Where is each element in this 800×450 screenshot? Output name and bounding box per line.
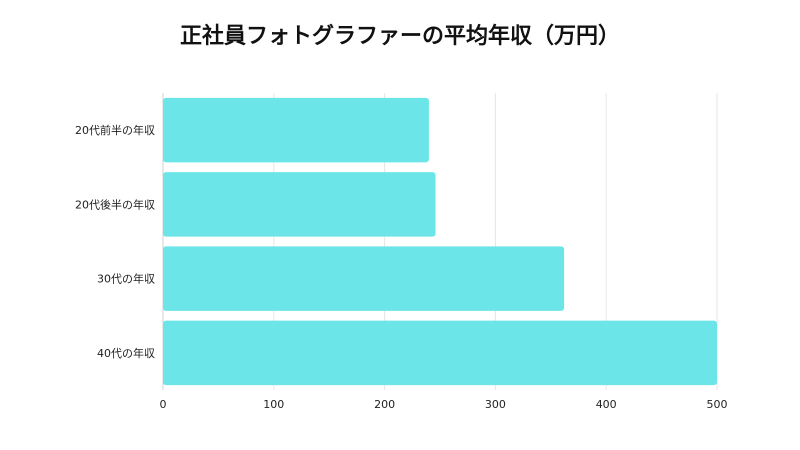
category-label: 30代の年収 <box>97 272 155 286</box>
x-tick-label: 300 <box>485 398 506 411</box>
chart-title: 正社員フォトグラファーの平均年収（万円） <box>179 24 620 49</box>
x-tick-label: 400 <box>596 398 617 411</box>
bar-1 <box>163 97 429 163</box>
bars <box>163 97 717 386</box>
category-label: 20代前半の年収 <box>75 123 155 137</box>
x-tick-label: 200 <box>374 398 395 411</box>
category-labels: 20代前半の年収 20代後半の年収 30代の年収 40代の年収 <box>75 123 155 360</box>
x-tick-label: 500 <box>707 398 728 411</box>
x-tick-label: 0 <box>160 398 167 411</box>
category-label: 40代の年収 <box>97 346 155 360</box>
bar-2 <box>163 172 436 237</box>
bar-4 <box>163 320 717 386</box>
x-tick-label: 100 <box>263 398 284 411</box>
bar-3 <box>163 246 565 311</box>
x-axis-ticks: 0 100 200 300 400 500 <box>160 398 728 411</box>
category-label: 20代後半の年収 <box>75 197 155 211</box>
